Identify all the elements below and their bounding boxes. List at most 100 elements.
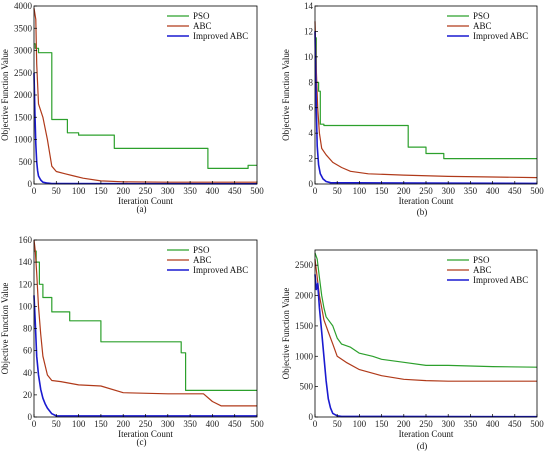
- y-axis-label: Objective Function Value: [0, 283, 10, 375]
- series-line-improved-abc: [33, 295, 257, 417]
- chart-panel-2: 0 50 100 150 200 250 300 350 400 450 500 0 2 4 6 8 10 12 1…: [281, 1, 544, 217]
- legend-entry: Improved ABC: [473, 31, 528, 41]
- y-tick-label: 140: [19, 257, 33, 267]
- series-line-pso: [315, 37, 537, 160]
- x-tick-label: 100: [353, 186, 367, 196]
- chart-panel-1: 0 50 100 150 200 250 300 350 400 450 500 0 500 1000 15…: [0, 1, 264, 214]
- x-tick-label: 0: [313, 186, 318, 196]
- x-tick-label: 450: [228, 419, 242, 429]
- y-tick-label: 1000: [295, 351, 314, 361]
- x-tick-label: 400: [486, 186, 500, 196]
- y-tick-label: 0: [28, 412, 33, 422]
- x-tick-label: 500: [530, 186, 544, 196]
- panel-label: (b): [417, 207, 428, 217]
- y-tick-label: 2000: [295, 291, 314, 301]
- x-tick-label: 500: [530, 419, 544, 429]
- x-tick-label: 250: [419, 186, 433, 196]
- y-axis-label: Objective Function Value: [0, 49, 10, 141]
- y-tick-label: 0: [309, 412, 314, 422]
- y-tick-label: 0: [28, 179, 33, 189]
- y-tick-label: 1500: [14, 112, 33, 122]
- panel-label: (a): [137, 204, 147, 214]
- x-tick-label: 250: [419, 419, 433, 429]
- series-line-abc: [314, 21, 538, 179]
- series-line-improved-abc: [314, 274, 538, 418]
- y-axis-label: Objective Function Value: [281, 288, 291, 380]
- x-tick-label: 350: [464, 419, 478, 429]
- y-tick-label: 500: [300, 382, 314, 392]
- x-tick-label: 100: [353, 419, 367, 429]
- legend-entry: PSO: [193, 245, 210, 255]
- x-tick-label: 500: [250, 186, 264, 196]
- x-tick-label: 400: [206, 186, 220, 196]
- x-tick-label: 150: [94, 419, 108, 429]
- x-tick-label: 450: [508, 419, 522, 429]
- chart-panel-3: 0 50 100 150 200 250 300 350 400 450 500 0 20 40 60 80 1…: [0, 235, 264, 447]
- legend-entry: Improved ABC: [473, 275, 528, 285]
- y-tick-label: 0: [309, 179, 314, 189]
- x-tick-label: 500: [250, 419, 264, 429]
- x-axis-label: Iteration Count: [118, 196, 173, 206]
- legend-entry: Improved ABC: [193, 31, 248, 41]
- x-tick-label: 0: [32, 186, 37, 196]
- legend-entry: PSO: [473, 255, 490, 265]
- series-group: [314, 21, 538, 185]
- series-line-pso: [34, 250, 257, 391]
- x-axis-label: Iteration Count: [399, 196, 454, 206]
- y-tick-label: 500: [19, 157, 33, 167]
- y-tick-label: 1500: [295, 321, 314, 331]
- x-tick-label: 0: [313, 419, 318, 429]
- y-tick-label: 3500: [14, 23, 33, 33]
- x-tick-label: 350: [183, 186, 197, 196]
- x-tick-label: 350: [464, 186, 478, 196]
- y-tick-label: 10: [304, 52, 314, 62]
- series-group: [33, 239, 257, 417]
- x-tick-label: 300: [161, 419, 175, 429]
- x-tick-label: 250: [139, 186, 153, 196]
- x-tick-label: 300: [441, 419, 455, 429]
- x-tick-label: 300: [441, 186, 455, 196]
- y-axis-label: Objective Function Value: [281, 49, 291, 141]
- series-line-pso: [34, 43, 257, 169]
- x-axis-label: Iteration Count: [399, 429, 454, 439]
- x-tick-label: 150: [375, 186, 389, 196]
- y-tick-label: 4: [309, 128, 314, 138]
- x-tick-label: 450: [508, 186, 522, 196]
- x-tick-label: 50: [52, 186, 62, 196]
- y-tick-label: 80: [23, 324, 33, 334]
- x-axis-label: Iteration Count: [118, 429, 173, 439]
- legend-entry: ABC: [193, 21, 212, 31]
- y-tick-label: 3000: [14, 46, 33, 56]
- x-tick-label: 250: [139, 419, 153, 429]
- x-tick-label: 200: [397, 186, 411, 196]
- x-tick-label: 400: [206, 419, 220, 429]
- y-tick-label: 20: [23, 390, 33, 400]
- x-tick-label: 150: [375, 419, 389, 429]
- y-tick-label: 60: [23, 346, 33, 356]
- y-tick-label: 2500: [14, 68, 33, 78]
- legend-entry: Improved ABC: [193, 265, 248, 275]
- legend-entry: ABC: [473, 265, 492, 275]
- panel-label: (c): [137, 437, 147, 447]
- x-tick-label: 0: [32, 419, 37, 429]
- x-tick-label: 450: [228, 186, 242, 196]
- series-line-pso: [314, 252, 538, 368]
- y-tick-label: 40: [23, 368, 33, 378]
- y-tick-label: 12: [304, 26, 313, 36]
- x-tick-label: 100: [72, 186, 86, 196]
- x-tick-label: 200: [116, 186, 130, 196]
- y-tick-label: 1000: [14, 135, 33, 145]
- x-tick-label: 50: [333, 186, 343, 196]
- legend-entry: PSO: [473, 11, 490, 21]
- y-tick-label: 6: [309, 103, 314, 113]
- x-tick-label: 50: [52, 419, 62, 429]
- y-tick-label: 2000: [14, 90, 33, 100]
- series-line-abc: [314, 259, 537, 382]
- y-tick-label: 14: [304, 1, 314, 11]
- x-tick-label: 200: [116, 419, 130, 429]
- series-line-improved-abc: [314, 31, 538, 185]
- x-tick-label: 400: [486, 419, 500, 429]
- chart-panel-4: 0 50 100 150 200 250 300 350 400 450 500 0 500 1000 15…: [281, 249, 544, 451]
- y-tick-label: 8: [309, 77, 314, 87]
- legend-entry: ABC: [193, 255, 212, 265]
